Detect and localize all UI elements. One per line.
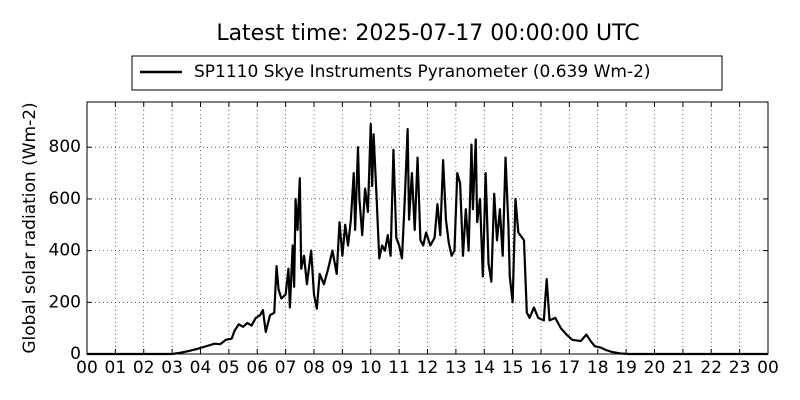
x-tick-label: 21 [672, 358, 694, 378]
y-tick-label: 400 [49, 241, 81, 261]
x-tick-label: 00 [76, 358, 98, 378]
x-tick-label: 18 [587, 358, 609, 378]
x-tick-label: 02 [133, 358, 155, 378]
data-line [87, 122, 768, 356]
y-axis-label: Global solar radiation (Wm-2) [20, 102, 40, 353]
x-tick-label: 12 [417, 358, 439, 378]
x-tick-label: 17 [559, 358, 581, 378]
x-tick-label: 03 [161, 358, 183, 378]
x-tick-label: 09 [332, 358, 354, 378]
plot-frame [86, 101, 769, 355]
x-tick-label: 01 [105, 358, 127, 378]
x-tick-label: 06 [246, 358, 268, 378]
x-tick-label: 11 [388, 358, 410, 378]
y-tick-label: 800 [49, 137, 81, 157]
y-tick-label: 200 [49, 292, 81, 312]
x-tick-label: 20 [644, 358, 666, 378]
legend-label: SP1110 Skye Instruments Pyranometer (0.6… [194, 62, 651, 82]
x-tick-label: 13 [445, 358, 467, 378]
x-tick-label: 08 [303, 358, 325, 378]
x-tick-label: 19 [615, 358, 637, 378]
y-tick-label: 0 [70, 344, 81, 364]
chart-title: Latest time: 2025-07-17 00:00:00 UTC [216, 21, 639, 46]
legend-box [131, 55, 723, 91]
x-tick-label: 10 [360, 358, 382, 378]
x-tick-label: 16 [530, 358, 552, 378]
x-tick-label: 04 [190, 358, 212, 378]
x-tick-label: 07 [275, 358, 297, 378]
x-tick-label: 22 [700, 358, 722, 378]
x-tick-label: 14 [473, 358, 495, 378]
x-tick-label: 15 [502, 358, 524, 378]
x-tick-label: 23 [729, 358, 751, 378]
y-tick-label: 600 [49, 189, 81, 209]
x-tick-label: 05 [218, 358, 240, 378]
x-tick-label: 00 [757, 358, 779, 378]
